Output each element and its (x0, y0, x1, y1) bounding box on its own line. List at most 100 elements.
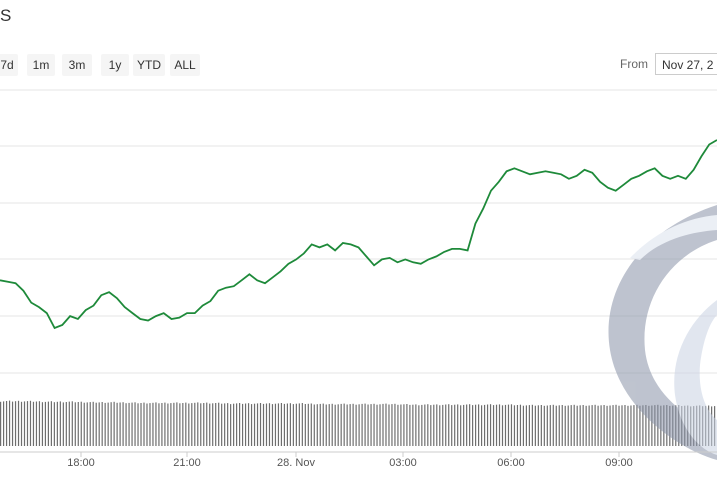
volume-bar (259, 403, 262, 446)
volume-bar (241, 403, 244, 446)
volume-bar (558, 405, 560, 446)
volume-bar (654, 405, 656, 446)
volume-bar (352, 403, 354, 446)
volume-bar (561, 405, 563, 446)
volume-bar (65, 402, 67, 446)
volume-bar (53, 402, 55, 446)
volume-bar (2, 401, 5, 446)
volume-bar (14, 401, 17, 446)
volume-bar (430, 405, 432, 446)
volume-bar (155, 402, 157, 446)
x-tick-label: 21:00 (173, 457, 201, 469)
volume-bar (289, 403, 291, 446)
volume-bar (472, 405, 474, 446)
volume-bar (400, 404, 402, 446)
volume-bar (346, 404, 348, 446)
volume-bar (627, 405, 629, 446)
volume-bar (501, 405, 504, 446)
volume-bar (206, 402, 208, 446)
volume-bar (77, 402, 79, 446)
volume-bar (152, 402, 154, 446)
volume-bar (540, 405, 542, 446)
volume-bar (355, 404, 357, 446)
volume-bar (80, 401, 82, 446)
volume-bar (122, 402, 124, 446)
volume-bar (292, 404, 294, 446)
volume-bar (83, 402, 85, 446)
range-1y-button[interactable]: 1y (101, 54, 129, 76)
volume-bar (624, 405, 626, 446)
range-all-button[interactable]: ALL (170, 54, 200, 76)
volume-bar (579, 405, 581, 446)
volume-bar (618, 405, 620, 446)
volume-bar (370, 404, 372, 446)
volume-bar (74, 402, 76, 446)
volume-bar (137, 403, 139, 446)
volume-bar (475, 404, 477, 446)
volume-bar (385, 403, 387, 446)
volume-bar (516, 405, 519, 446)
volume-bar (645, 405, 647, 446)
volume-bar (340, 403, 342, 446)
volume-bar (576, 405, 578, 446)
volume-bar (388, 404, 390, 446)
volume-bar (582, 405, 584, 446)
volume-bar (131, 402, 133, 446)
volume-bar (59, 401, 61, 446)
from-date-input[interactable]: Nov 27, 2 (655, 53, 717, 75)
volume-bar (642, 405, 644, 446)
volume-bar (397, 404, 399, 446)
volume-bar (283, 403, 286, 446)
volume-bar (379, 404, 381, 446)
volume-bar (92, 401, 94, 446)
range-7d-button[interactable]: 7d (0, 54, 18, 76)
volume-bar (639, 405, 641, 446)
volume-bar (110, 402, 112, 446)
volume-bar (149, 403, 151, 446)
range-1m-button[interactable]: 1m (27, 54, 55, 76)
volume-bar (38, 401, 41, 446)
volume-bar (555, 405, 557, 446)
volume-bar (221, 403, 223, 446)
volume-bar (433, 404, 435, 446)
volume-bar (98, 402, 100, 446)
volume-bar (11, 401, 14, 446)
volume-bar (457, 404, 459, 446)
volume-bar (113, 401, 115, 446)
volume-bar (164, 402, 166, 446)
volume-bar (421, 404, 423, 446)
volume-bar (298, 403, 300, 446)
volume-bar (188, 403, 190, 446)
volume-bar (140, 403, 142, 446)
volume-bar (331, 403, 333, 446)
volume-bar (250, 404, 253, 446)
volume-bar (280, 403, 283, 446)
volume-bar (552, 404, 554, 446)
volume-bar (29, 400, 32, 446)
volume-bar (648, 405, 650, 446)
volume-bar (41, 402, 44, 446)
volume-bar (295, 403, 297, 446)
volume-bar (182, 403, 184, 446)
volume-bar (334, 404, 336, 446)
volume-bar (218, 402, 220, 446)
range-3m-button[interactable]: 3m (62, 54, 92, 76)
grid-lines (0, 89, 717, 374)
volume-bar (373, 403, 375, 446)
volume-bar (50, 401, 52, 446)
volume-bar (630, 405, 632, 446)
volume-bar (376, 404, 378, 446)
volume-bar (463, 404, 465, 446)
range-ytd-button[interactable]: YTD (133, 54, 165, 76)
volume-bar (253, 403, 256, 446)
x-tick-label: 28. Nov (277, 457, 315, 469)
volume-bar (26, 401, 29, 446)
volume-bar (436, 404, 438, 446)
volume-bar (531, 404, 533, 446)
volume-bar (179, 403, 181, 446)
volume-bar (265, 403, 268, 446)
volume-bar (621, 405, 623, 446)
volume-bar (537, 405, 539, 446)
volume-bar (564, 405, 566, 446)
